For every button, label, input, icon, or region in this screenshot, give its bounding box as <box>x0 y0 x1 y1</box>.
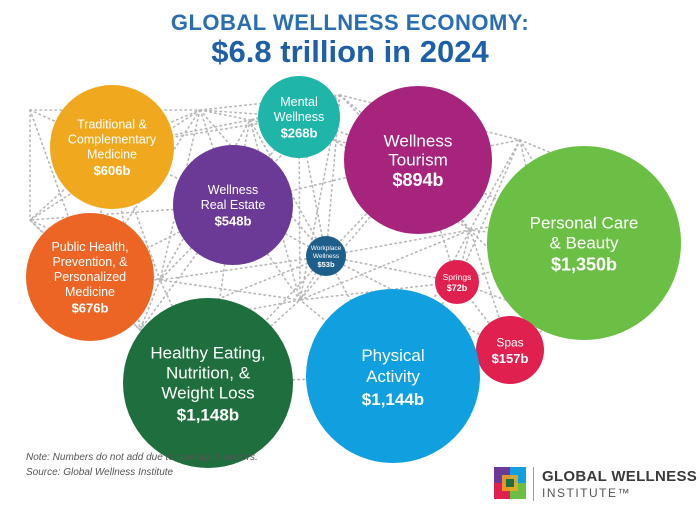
connector-line <box>299 255 327 301</box>
connector-line <box>299 281 458 301</box>
connector-line <box>469 139 521 231</box>
bubble-circle-healthy-eating <box>123 298 293 468</box>
logo-mark-icon <box>494 467 526 499</box>
bubble-value-physical-activity: $1,144b <box>362 390 424 409</box>
logo-divider <box>533 467 534 501</box>
bubble-label-physical-activity: Physical <box>361 346 424 365</box>
bubble-value-workplace: $53b <box>317 260 335 269</box>
bubble-circle-spas <box>476 316 544 384</box>
bubble-label-mental: Mental <box>280 95 318 109</box>
bubble-value-traditional: $606b <box>94 163 131 178</box>
bubble-public-health: Public Health,Prevention, &PersonalizedM… <box>26 213 154 341</box>
connector-line <box>29 109 91 278</box>
connector-line <box>159 279 301 301</box>
source-note: Source: Global Wellness Institute <box>26 467 174 478</box>
bubble-circle-real-estate <box>173 145 293 265</box>
bubble-label-spas: Spas <box>496 336 523 350</box>
bubble-label-traditional: Complementary <box>68 133 157 147</box>
bubble-circle-public-health <box>26 213 154 341</box>
bubble-label-healthy-eating: Healthy Eating, <box>150 344 265 363</box>
bubble-label-traditional: Medicine <box>87 148 137 162</box>
institute-logo: GLOBAL WELLNESS INSTITUTE™ <box>492 465 697 505</box>
connector-line <box>456 229 471 283</box>
connector-line <box>111 146 161 281</box>
bubble-label-healthy-eating: Nutrition, & <box>166 364 251 383</box>
bubble-circle-traditional <box>50 85 174 209</box>
footnote: Note: Numbers do not add due to overlap … <box>26 452 258 463</box>
bubble-label-real-estate: Real Estate <box>201 198 266 212</box>
connector-line <box>139 279 161 331</box>
connector-line <box>199 109 300 118</box>
logo-square-6 <box>506 479 514 487</box>
bubble-label-personal-care: Personal Care <box>530 214 639 233</box>
bubble-value-personal-care: $1,350b <box>551 255 617 275</box>
bubble-value-mental: $268b <box>281 126 318 141</box>
bubble-circle-workplace <box>306 236 346 276</box>
bubble-label-public-health: Personalized <box>54 270 126 284</box>
connector-line <box>299 229 471 301</box>
connector-line <box>325 255 511 351</box>
bubble-label-healthy-eating: Weight Loss <box>161 384 254 403</box>
bubble-circle-springs <box>435 260 479 304</box>
bubble-value-spas: $157b <box>492 351 529 366</box>
bubble-healthy-eating: Healthy Eating,Nutrition, &Weight Loss $1… <box>123 298 293 468</box>
connector-line <box>199 109 251 121</box>
connector-line <box>339 94 521 141</box>
connector-line <box>159 204 234 281</box>
logo-subwordmark: INSTITUTE™ <box>542 486 631 500</box>
page-subtitle: $6.8 trillion in 2024 <box>211 34 489 69</box>
bubble-label-workplace: Wellness <box>313 253 340 260</box>
connector-line <box>111 119 251 148</box>
connector-line <box>159 255 327 281</box>
connector-line <box>325 255 458 283</box>
connector-line <box>249 119 327 257</box>
bubble-label-tourism: Tourism <box>388 150 448 169</box>
bubble-circle-personal-care <box>487 146 681 340</box>
bubble-label-personal-care: & Beauty <box>550 234 619 253</box>
bubble-label-public-health: Medicine <box>65 285 115 299</box>
bubble-label-traditional: Traditional & <box>77 118 147 132</box>
bubble-circle-mental <box>258 76 340 158</box>
bubble-label-mental: Wellness <box>274 110 324 124</box>
connector-line <box>325 229 471 257</box>
bubble-spas: Spas$157b <box>476 316 544 384</box>
connector-line <box>298 116 327 257</box>
bubble-personal-care: Personal Care& Beauty $1,350b <box>487 146 681 340</box>
bubble-label-springs: Springs <box>443 272 472 282</box>
bubble-value-public-health: $676b <box>72 301 109 316</box>
bubble-circle-tourism <box>344 86 492 234</box>
bubble-value-healthy-eating: $1,148b <box>177 406 239 425</box>
logo-wordmark: GLOBAL WELLNESS <box>542 468 698 485</box>
bubble-circle-physical-activity <box>306 289 480 463</box>
bubble-value-real-estate: $548b <box>215 214 252 229</box>
connector-line <box>456 139 521 283</box>
bubble-label-physical-activity: Activity <box>366 367 420 386</box>
bubble-label-tourism: Wellness <box>384 131 453 150</box>
bubble-label-workplace: Workplace <box>311 245 342 252</box>
connector-line <box>249 119 301 301</box>
page-title: GLOBAL WELLNESS ECONOMY: <box>170 10 530 35</box>
connector-line <box>249 119 419 161</box>
bubble-springs: Springs$72b <box>435 260 479 304</box>
bubble-value-tourism: $894b <box>392 170 443 190</box>
bubble-label-real-estate: Wellness <box>208 183 258 197</box>
bubble-label-public-health: Prevention, & <box>52 255 128 269</box>
connector-line <box>159 109 201 281</box>
bubble-label-public-health: Public Health, <box>51 240 128 254</box>
bubble-physical-activity: Physical Activity $1,144b <box>306 289 480 463</box>
connector-line <box>29 204 234 221</box>
bubble-value-springs: $72b <box>447 283 468 293</box>
